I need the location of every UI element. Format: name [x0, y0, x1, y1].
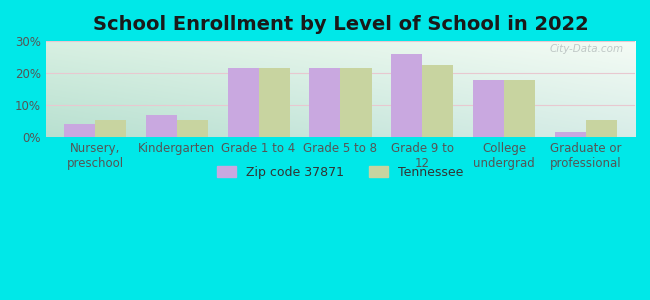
Bar: [227, 68, 259, 137]
Bar: [391, 54, 423, 137]
Bar: [146, 115, 177, 137]
Bar: [504, 80, 535, 137]
Bar: [422, 65, 453, 137]
Bar: [555, 132, 586, 137]
Bar: [586, 120, 617, 137]
Bar: [341, 68, 372, 137]
Bar: [473, 80, 504, 137]
Legend: Zip code 37871, Tennessee: Zip code 37871, Tennessee: [213, 161, 469, 184]
Bar: [95, 120, 126, 137]
Bar: [309, 68, 341, 137]
Text: City-Data.com: City-Data.com: [549, 44, 623, 54]
Title: School Enrollment by Level of School in 2022: School Enrollment by Level of School in …: [92, 15, 588, 34]
Bar: [259, 68, 290, 137]
Bar: [64, 124, 95, 137]
Bar: [177, 120, 208, 137]
